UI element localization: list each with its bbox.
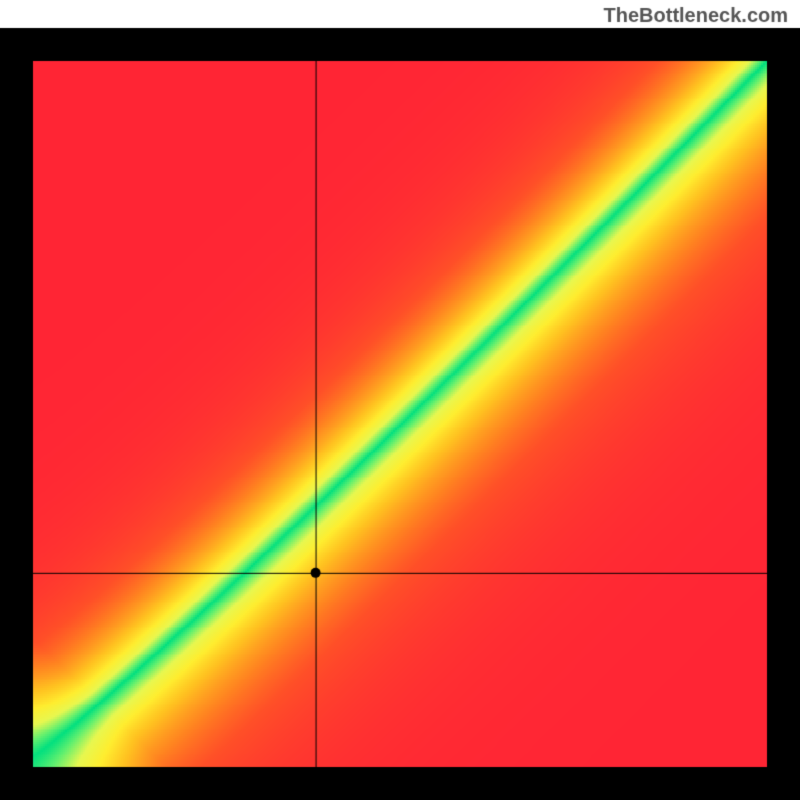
bottleneck-heatmap-canvas	[0, 0, 800, 800]
chart-container	[0, 0, 800, 800]
